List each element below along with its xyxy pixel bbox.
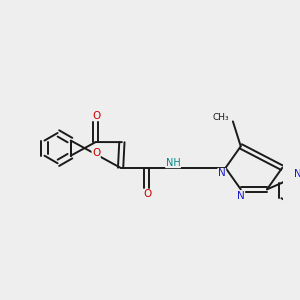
Text: N: N [294,169,300,178]
Text: CH₃: CH₃ [212,113,229,122]
Text: N: N [237,191,244,201]
Text: NH: NH [166,158,180,168]
Text: O: O [92,148,100,158]
Text: O: O [92,111,100,121]
Text: N: N [218,169,226,178]
Text: O: O [143,189,152,199]
